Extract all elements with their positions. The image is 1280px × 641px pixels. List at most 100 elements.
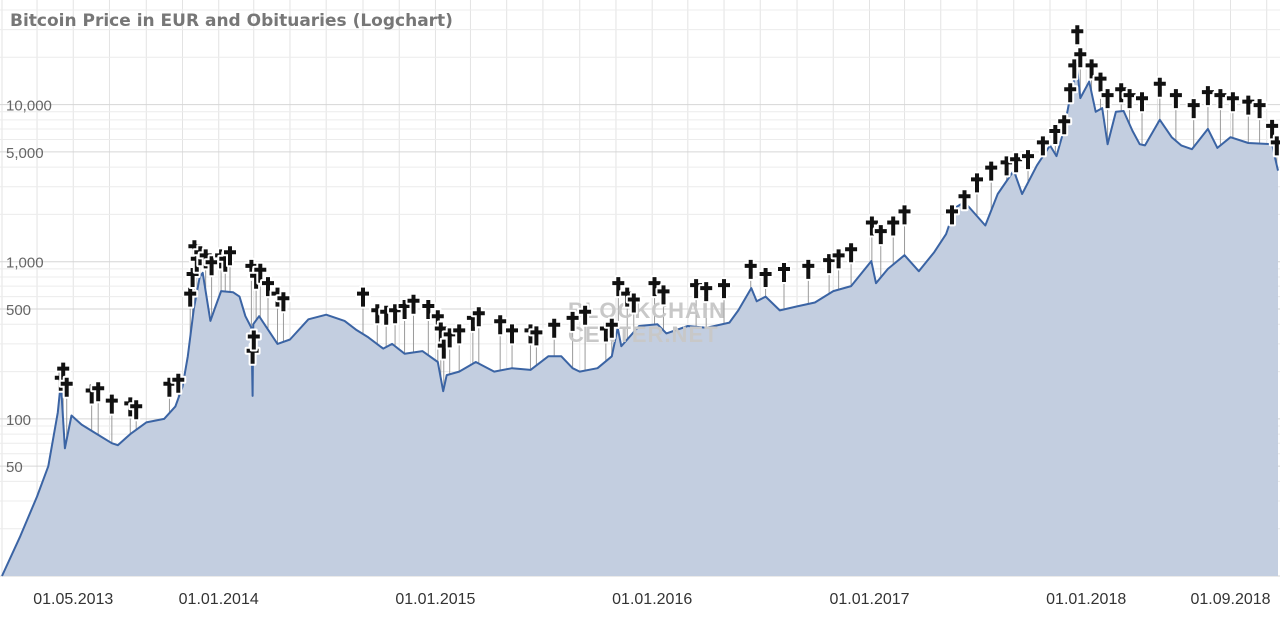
cross-icon [422,300,435,319]
cross-icon [579,305,592,325]
obituary-marker [1212,87,1229,111]
cross-icon [865,216,878,236]
obituary-marker [830,247,847,271]
cross-icon [1270,136,1280,156]
cross-icon [172,373,185,393]
cross-icon [1187,99,1200,119]
x-tick-label: 01.01.2014 [179,591,259,608]
cross-icon [657,285,670,305]
obituary-marker [492,313,509,337]
obituary-marker [843,241,860,265]
obituary-marker [1251,97,1268,121]
y-tick-label: 50 [6,459,23,476]
cross-icon [1036,136,1049,156]
cross-icon [472,307,485,327]
obituary-marker [405,292,422,316]
obituary-marker [1113,81,1130,105]
x-axis-ticks: 01.05.2013 01.01.2014 01.01.2015 01.01.2016… [33,591,1270,608]
cross-icon [205,256,218,276]
obituary-marker [757,266,774,289]
obituary-marker [1056,113,1073,137]
cross-icon [357,287,369,307]
obituary-markers [52,23,1280,422]
obituary-marker [1134,90,1150,114]
obituary-marker [275,290,292,314]
obituary-marker [1224,90,1241,114]
cross-icon [648,277,661,297]
cross-icon [1242,95,1255,115]
obituary-marker [742,257,759,281]
obituary-marker [1047,123,1064,146]
cross-icon [1226,92,1239,112]
cross-icon [690,279,703,299]
cross-icon [958,190,971,210]
cross-icon [898,205,911,225]
obituary-marker [944,203,960,227]
obituary-marker [776,261,792,284]
obituary-marker [546,316,563,340]
obituary-marker [504,322,520,346]
cross-icon [1115,83,1128,103]
cross-icon [506,324,518,344]
cross-icon [971,173,983,193]
obituary-marker [528,324,545,348]
x-tick-label: 01.09.2018 [1190,591,1270,608]
obituary-marker [983,159,1000,183]
cross-icon [832,249,845,269]
obituary-marker [1240,93,1257,117]
cross-icon [130,400,143,420]
cross-icon [1169,89,1182,109]
cross-icon [802,259,815,279]
obituary-marker [969,171,985,195]
x-tick-label: 01.05.2013 [33,591,113,608]
cross-icon [1064,83,1077,103]
obituary-marker [90,380,107,404]
obituary-marker [688,277,705,301]
obituary-marker [103,392,120,416]
cross-icon [1253,99,1266,119]
cross-icon [407,294,420,314]
cross-icon [262,277,274,297]
y-tick-label: 10,000 [6,98,52,115]
cross-icon [605,318,618,338]
cross-icon [1101,89,1114,109]
cross-icon [1085,59,1098,79]
x-tick-label: 01.01.2017 [829,591,909,608]
cross-icon [1074,48,1087,68]
obituary-marker [698,280,715,304]
cross-icon [627,293,640,313]
x-tick-label: 01.01.2015 [395,591,475,608]
obituary-marker [203,254,220,278]
cross-icon [1049,125,1062,144]
obituary-marker [1008,151,1025,175]
cross-icon [247,330,260,350]
cross-icon [1266,119,1279,139]
obituary-marker [1151,75,1168,99]
y-axis-ticks: 50 100 500 1,000 5,000 10,000 [6,98,52,477]
cross-icon [985,161,998,181]
cross-icon [1201,86,1214,106]
cross-icon [1022,150,1034,170]
obituary-marker [1199,84,1216,108]
obituary-marker [872,223,889,247]
obituary-marker [222,244,238,268]
obituary-marker [1268,134,1280,158]
cross-icon [759,268,772,287]
cross-icon [184,287,197,307]
cross-icon [946,205,958,225]
obituary-marker [564,309,581,333]
cross-icon [612,277,625,297]
obituary-marker [863,214,880,238]
obituary-marker [716,277,732,301]
cross-icon [494,315,507,335]
obituary-marker [1034,134,1051,158]
cross-icon [566,311,579,331]
cross-icon [874,225,887,245]
price-area-fill [2,70,1278,577]
cross-icon [1153,77,1166,97]
obituary-marker [885,214,902,238]
obituary-marker [1020,148,1036,172]
x-tick-label: 01.01.2018 [1046,591,1126,608]
obituary-marker [625,291,642,315]
